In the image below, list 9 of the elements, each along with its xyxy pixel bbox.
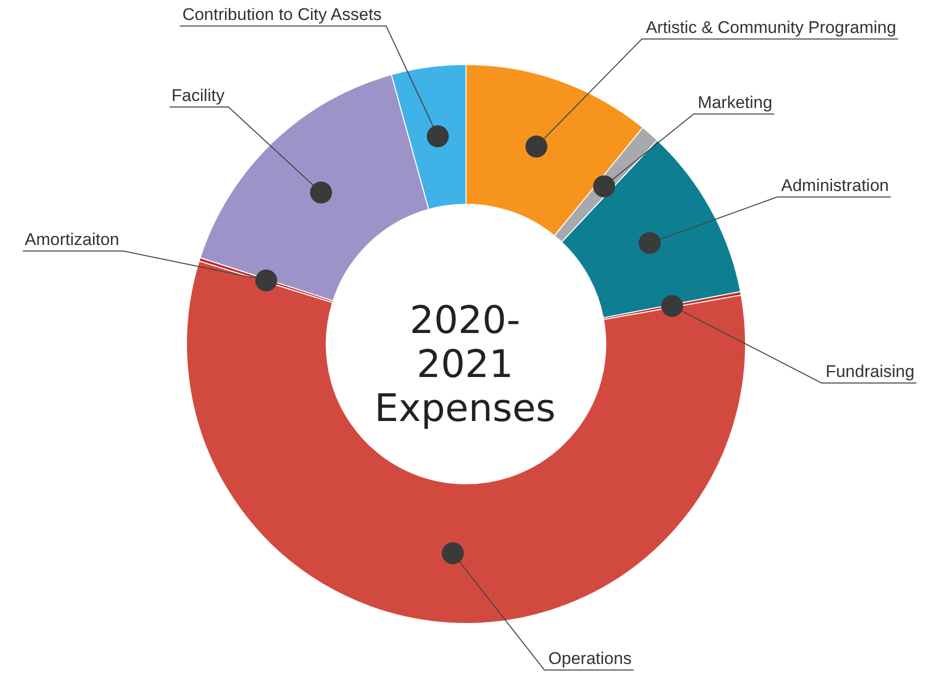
slice-label: Artistic & Community Programing xyxy=(646,18,896,37)
slice-label: Fundraising xyxy=(826,362,914,381)
slice-label: Administration xyxy=(781,176,889,195)
slice-label: Operations xyxy=(548,649,632,668)
slice-label: Facility xyxy=(172,86,225,105)
slice-label: Marketing xyxy=(698,93,772,112)
slice-label: Amortizaiton xyxy=(24,230,120,249)
text: 2020-2021 Expenses xyxy=(373,298,557,430)
slice-label: Contribution to City Assets xyxy=(182,5,382,24)
